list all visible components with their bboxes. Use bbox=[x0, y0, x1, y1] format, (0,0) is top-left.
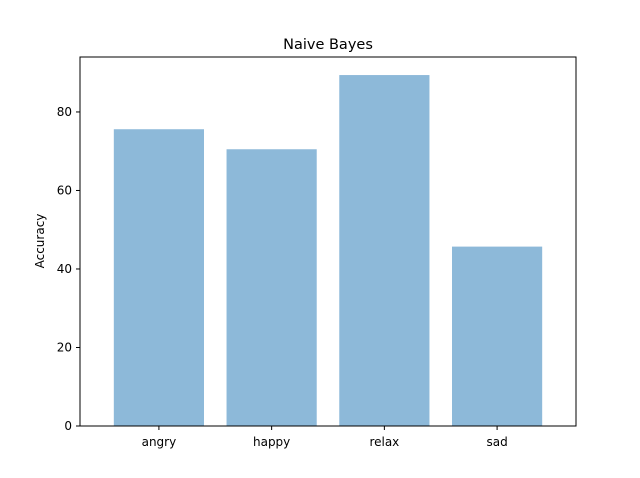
plot-frame bbox=[79, 56, 577, 427]
y-tick-label: 20 bbox=[57, 340, 72, 354]
y-axis-ticks: 0 20 40 60 80 bbox=[57, 105, 80, 433]
bar-angry bbox=[113, 129, 204, 426]
x-tick-label-relax: relax bbox=[369, 435, 399, 449]
bar-relax bbox=[339, 75, 430, 427]
y-tick-label: 40 bbox=[57, 262, 72, 276]
x-tick-label-sad: sad bbox=[486, 435, 507, 449]
bars-group bbox=[113, 75, 543, 427]
y-axis-label: Accuracy bbox=[33, 214, 47, 269]
chart-title: Naive Bayes bbox=[283, 37, 373, 53]
bar-sad bbox=[452, 246, 543, 426]
x-axis-ticks: angry happy relax sad bbox=[142, 426, 508, 449]
x-tick-label-happy: happy bbox=[253, 435, 290, 449]
y-tick-label: 0 bbox=[64, 419, 72, 433]
bar-happy bbox=[226, 149, 317, 426]
y-tick-label: 80 bbox=[57, 105, 72, 119]
x-tick-label-angry: angry bbox=[142, 435, 177, 449]
y-tick-label: 60 bbox=[57, 183, 72, 197]
